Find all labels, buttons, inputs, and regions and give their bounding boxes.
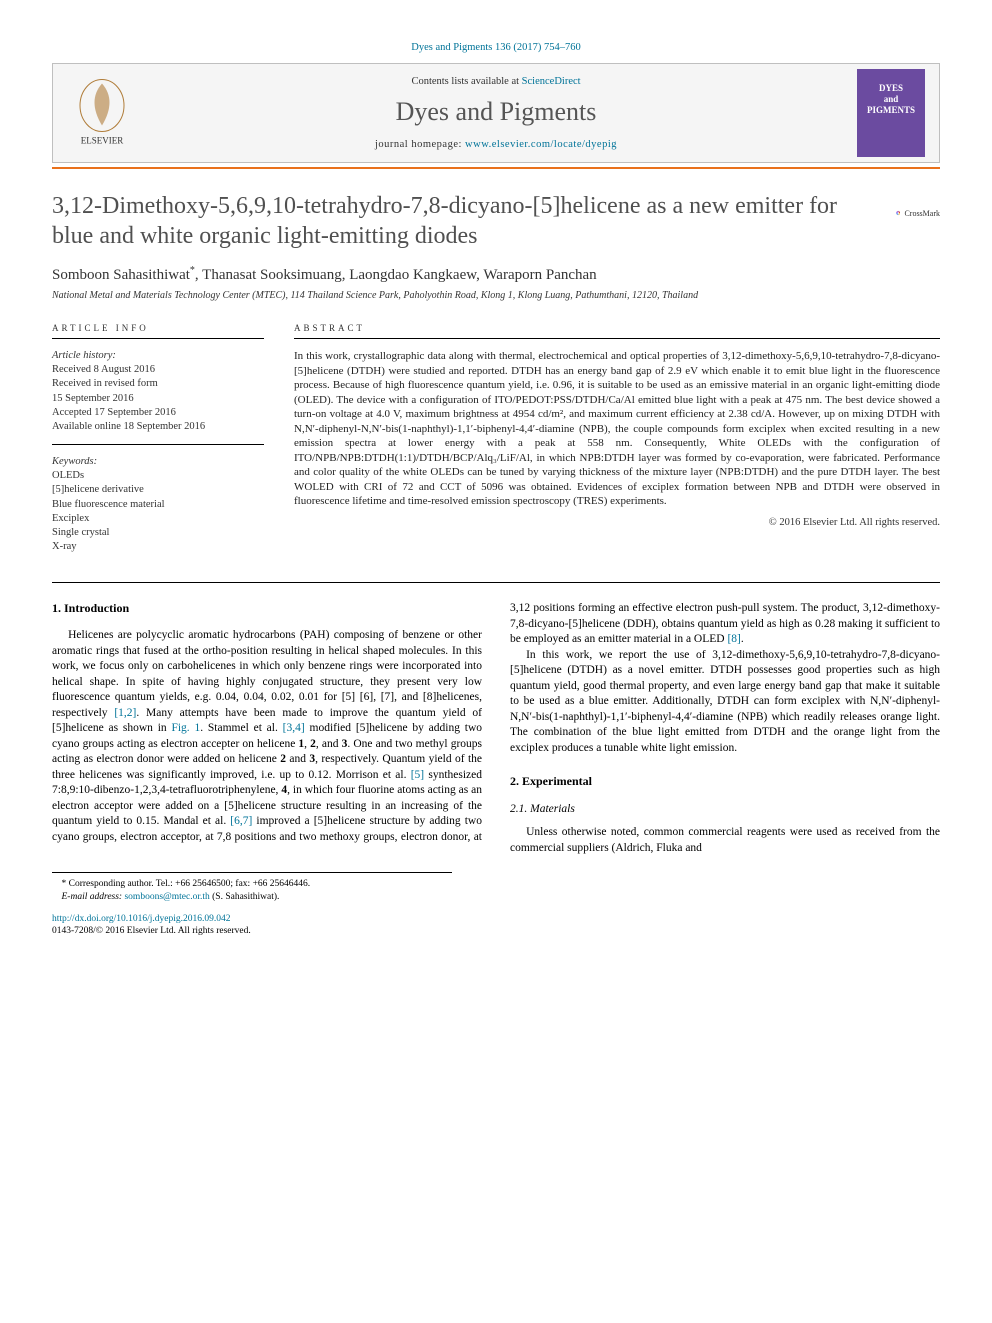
accent-rule (52, 167, 940, 169)
authors-line: Somboon Sahasithiwat*, Thanasat Sooksimu… (52, 265, 940, 284)
keyword: X-ray (52, 540, 264, 554)
journal-homepage-line: journal homepage: www.elsevier.com/locat… (153, 139, 839, 150)
ref-link[interactable]: [8] (727, 633, 740, 645)
history-line: Accepted 17 September 2016 (52, 406, 264, 420)
ref-link[interactable]: [6,7] (230, 815, 252, 827)
corresponding-author-footnote: * Corresponding author. Tel.: +66 256465… (52, 872, 452, 903)
history-line: 15 September 2016 (52, 392, 264, 406)
keyword: [5]helicene derivative (52, 483, 264, 497)
keywords-block: Keywords: OLEDs [5]helicene derivative B… (52, 455, 264, 554)
affiliation: National Metal and Materials Technology … (52, 290, 940, 301)
sciencedirect-link[interactable]: ScienceDirect (522, 76, 581, 87)
ref-link[interactable]: [5] (411, 769, 424, 781)
abstract-copyright: © 2016 Elsevier Ltd. All rights reserved… (294, 517, 940, 528)
section-2-1-heading: 2.1. Materials (510, 803, 940, 815)
journal-cover-thumbnail[interactable]: DYES and PIGMENTS (857, 69, 925, 157)
body-paragraph: In this work, we report the use of 3,12-… (510, 648, 940, 757)
cover-thumb-text: DYES and PIGMENTS (867, 83, 915, 115)
citation-line: Dyes and Pigments 136 (2017) 754–760 (52, 42, 940, 53)
ref-link[interactable]: [3,4] (283, 722, 305, 734)
body-columns: 1. Introduction Helicenes are polycyclic… (52, 601, 940, 856)
keyword: OLEDs (52, 469, 264, 483)
history-line: Available online 18 September 2016 (52, 420, 264, 434)
article-info-heading: ARTICLE INFO (52, 323, 264, 339)
keyword: Single crystal (52, 526, 264, 540)
abstract-text: In this work, crystallographic data alon… (294, 349, 940, 509)
citation-link[interactable]: Dyes and Pigments 136 (2017) 754–760 (411, 42, 580, 53)
article-title: 3,12-Dimethoxy-5,6,9,10-tetrahydro-7,8-d… (52, 191, 880, 251)
author-email-link[interactable]: somboons@mtec.or.th (124, 892, 209, 902)
crossmark-badge[interactable]: CrossMark (896, 191, 940, 235)
contents-available-line: Contents lists available at ScienceDirec… (153, 76, 839, 87)
corresponding-marker: * (190, 265, 195, 276)
page-footer: http://dx.doi.org/10.1016/j.dyepig.2016.… (52, 913, 940, 938)
ref-link[interactable]: [1,2] (114, 707, 136, 719)
journal-name: Dyes and Pigments (153, 97, 839, 127)
body-top-rule (52, 582, 940, 583)
abstract-heading: ABSTRACT (294, 323, 940, 339)
keyword: Blue fluorescence material (52, 498, 264, 512)
body-paragraph: Unless otherwise noted, common commercia… (510, 825, 940, 856)
article-history-block: Article history: Received 8 August 2016 … (52, 349, 264, 434)
keyword: Exciplex (52, 512, 264, 526)
history-line: Received in revised form (52, 377, 264, 391)
journal-header-box: ELSEVIER DYES and PIGMENTS Contents list… (52, 63, 940, 163)
journal-homepage-link[interactable]: www.elsevier.com/locate/dyepig (465, 139, 617, 150)
elsevier-logo[interactable]: ELSEVIER (67, 76, 137, 151)
crossmark-label: CrossMark (904, 209, 940, 218)
issn-copyright-line: 0143-7208/© 2016 Elsevier Ltd. All right… (52, 925, 940, 937)
doi-link[interactable]: http://dx.doi.org/10.1016/j.dyepig.2016.… (52, 914, 230, 924)
section-1-heading: 1. Introduction (52, 601, 482, 616)
section-2-heading: 2. Experimental (510, 774, 940, 789)
history-line: Received 8 August 2016 (52, 363, 264, 377)
figure-link[interactable]: Fig. 1 (171, 722, 200, 734)
info-separator (52, 444, 264, 445)
svg-text:ELSEVIER: ELSEVIER (81, 136, 124, 146)
